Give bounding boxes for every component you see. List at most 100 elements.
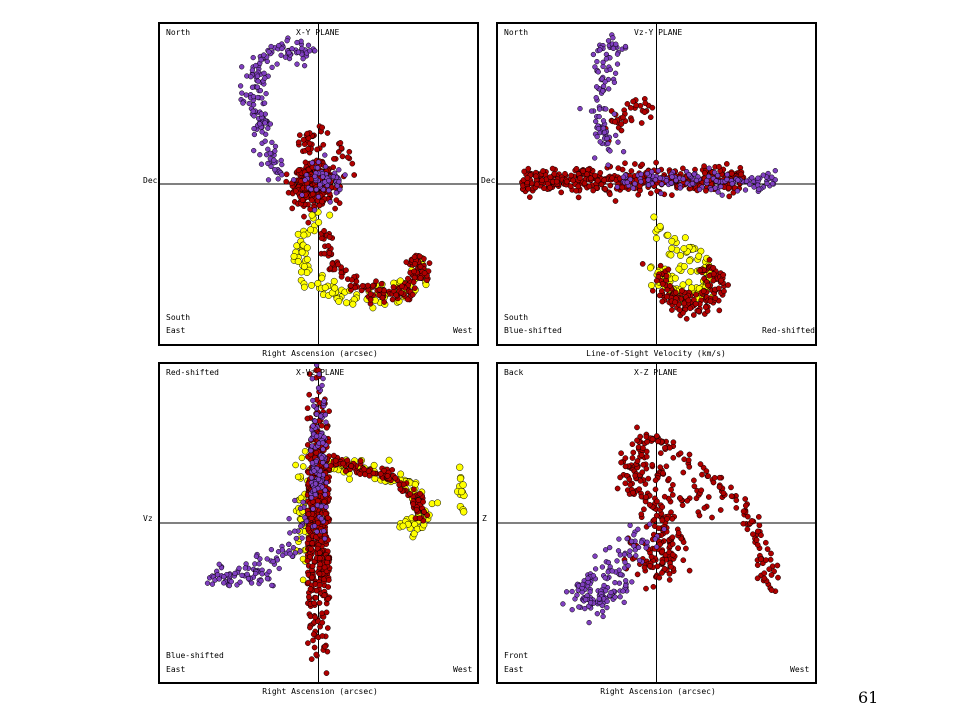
- data-point-purple: [342, 172, 348, 178]
- data-point-red: [316, 555, 323, 562]
- data-point-red: [705, 473, 712, 479]
- data-point-purple: [704, 177, 710, 184]
- data-point-red: [399, 283, 405, 290]
- data-point-red: [325, 243, 332, 249]
- data-point-red: [305, 511, 312, 518]
- data-point-purple: [322, 535, 328, 542]
- data-point-red: [319, 633, 326, 639]
- data-point-purple: [569, 607, 575, 613]
- data-point-purple: [643, 545, 649, 551]
- data-point-red: [308, 197, 315, 204]
- data-point-yellow: [300, 231, 308, 239]
- data-point-red: [412, 261, 418, 267]
- data-point-purple: [237, 579, 243, 585]
- data-point-red: [533, 173, 539, 180]
- data-point-red: [403, 259, 410, 265]
- data-point-red: [672, 299, 678, 306]
- data-point-purple: [614, 184, 620, 190]
- data-point-red: [659, 281, 666, 287]
- data-point-red: [628, 117, 635, 124]
- data-point-red: [320, 141, 327, 148]
- data-point-red: [720, 272, 727, 278]
- data-point-red: [709, 514, 715, 521]
- data-point-red: [601, 177, 608, 184]
- data-point-purple: [605, 559, 612, 566]
- data-point-red: [365, 282, 371, 289]
- data-point-red: [307, 586, 314, 592]
- data-point-red: [686, 451, 693, 458]
- data-point-purple: [645, 177, 651, 183]
- data-point-red: [332, 205, 338, 212]
- data-point-red: [312, 614, 318, 621]
- data-point-purple: [279, 161, 285, 168]
- data-point-red: [756, 522, 763, 529]
- data-point-purple: [271, 157, 277, 163]
- data-point-purple: [769, 174, 775, 180]
- data-point-purple: [638, 539, 645, 545]
- xy-corner-bottom-left-2: East: [166, 326, 186, 335]
- data-point-red: [657, 262, 664, 269]
- data-point-red: [728, 484, 734, 491]
- data-point-red: [612, 198, 619, 204]
- data-point-purple: [262, 75, 268, 81]
- data-point-purple: [249, 67, 256, 73]
- data-point-purple: [320, 174, 326, 180]
- data-point-red: [668, 563, 674, 570]
- data-point-red: [669, 492, 676, 498]
- data-point-purple: [612, 579, 618, 586]
- data-point-red: [723, 161, 730, 167]
- data-point-yellow: [299, 576, 307, 584]
- data-point-red: [332, 457, 339, 464]
- xz-corner-bottom-left-1: Front: [504, 651, 529, 660]
- data-point-red: [659, 517, 666, 524]
- data-point-red: [577, 175, 583, 181]
- data-point-red: [321, 227, 327, 234]
- data-point-purple: [614, 558, 620, 564]
- data-point-red: [331, 266, 338, 273]
- data-point-purple: [320, 375, 326, 382]
- scatter-plot: [160, 364, 477, 682]
- data-point-purple: [312, 48, 318, 54]
- data-point-red: [740, 508, 747, 515]
- data-point-red: [675, 530, 682, 536]
- data-point-purple: [287, 551, 293, 557]
- data-point-red: [426, 260, 433, 266]
- data-point-red: [742, 496, 749, 502]
- data-point-red: [640, 461, 647, 468]
- data-point-purple: [631, 532, 637, 538]
- data-point-red: [659, 559, 666, 566]
- data-point-red: [324, 625, 331, 631]
- data-point-purple: [269, 64, 275, 71]
- data-point-purple: [254, 84, 261, 90]
- data-point-red: [615, 165, 622, 171]
- scatter-plot: [498, 364, 815, 682]
- data-point-red: [687, 305, 694, 312]
- data-point-red: [728, 493, 735, 500]
- data-point-red: [636, 486, 643, 492]
- data-point-red: [644, 439, 651, 445]
- data-point-red: [311, 644, 318, 651]
- data-point-yellow: [671, 274, 679, 282]
- data-point-purple: [255, 94, 261, 101]
- data-point-purple: [563, 589, 570, 595]
- data-point-red: [393, 292, 399, 298]
- data-point-yellow: [301, 448, 309, 455]
- data-point-yellow: [300, 263, 308, 270]
- data-point-red: [409, 291, 416, 298]
- data-point-yellow: [664, 231, 672, 239]
- data-point-yellow: [308, 281, 315, 289]
- data-point-red: [629, 455, 636, 461]
- data-point-purple: [764, 180, 770, 187]
- xz-y-axis-label: Z: [482, 514, 487, 523]
- data-point-purple: [628, 538, 635, 544]
- data-point-red: [653, 277, 660, 284]
- data-point-red: [309, 191, 316, 197]
- data-point-red: [634, 437, 640, 444]
- data-point-red: [662, 444, 668, 451]
- data-point-purple: [618, 571, 624, 578]
- data-point-purple: [313, 433, 320, 439]
- data-point-purple: [250, 54, 256, 61]
- data-point-red: [638, 511, 645, 518]
- data-point-yellow: [410, 530, 418, 538]
- data-point-purple: [252, 561, 258, 567]
